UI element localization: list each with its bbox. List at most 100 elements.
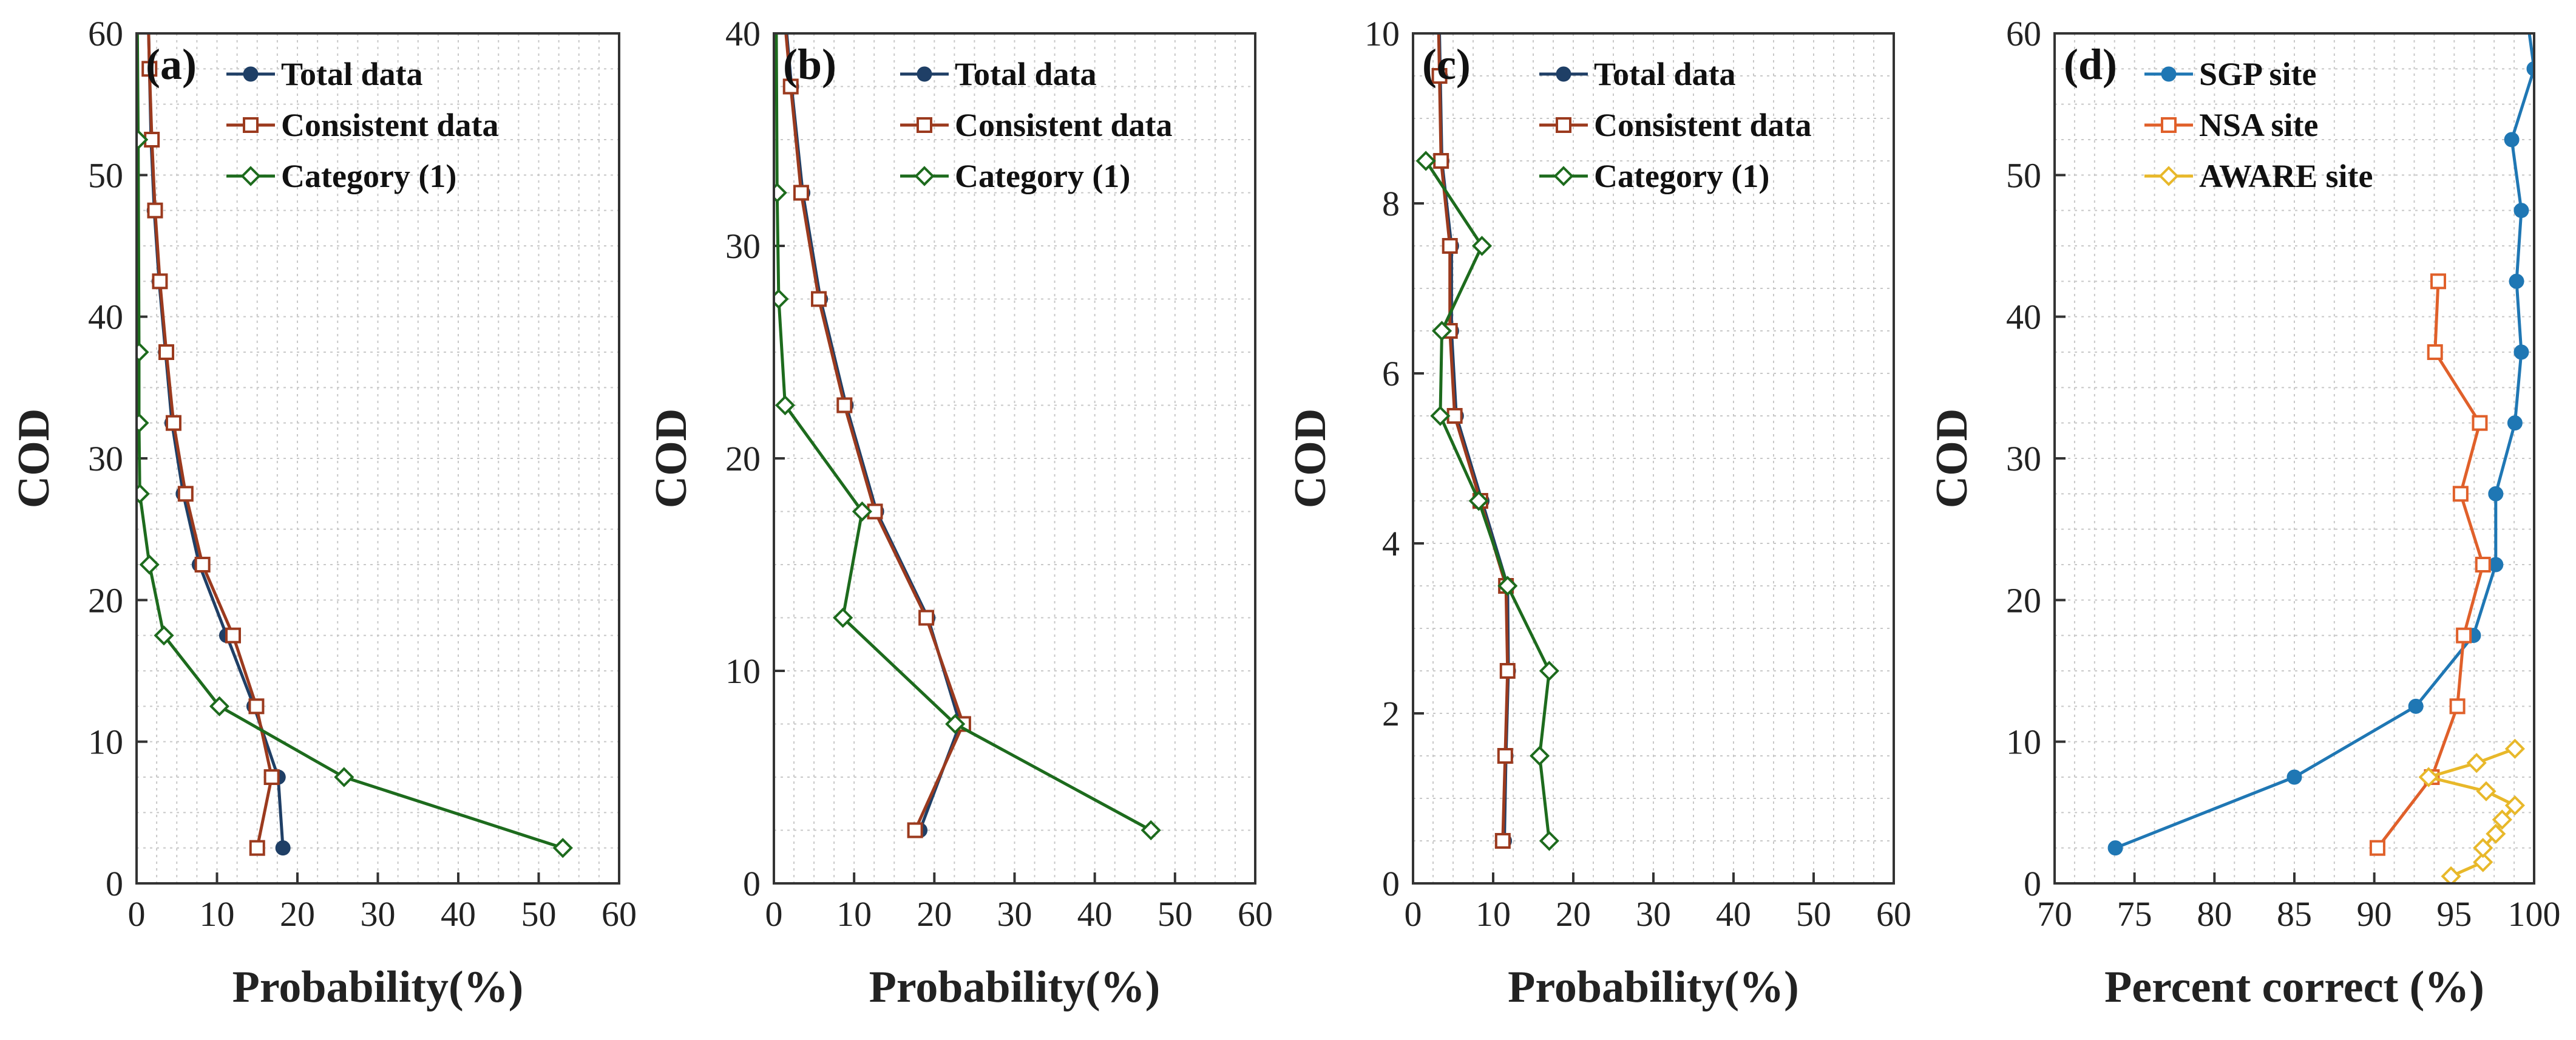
data-point <box>1430 406 1451 426</box>
x-axis-label: Probability(%) <box>1508 962 1799 1012</box>
chart-panel-4: 70 75 80 85 90 95 100 0 10 20 30 40 50 60 Percent corr… <box>1927 14 2561 1012</box>
y-tick-label: 40 <box>2006 297 2041 337</box>
series-line <box>2115 33 2534 849</box>
data-point <box>2507 415 2523 431</box>
data-point <box>1529 746 1550 766</box>
axes: 0 10 20 30 40 50 60 0 10 20 30 40 <box>725 14 1273 934</box>
legend-item-3: Category (1) <box>226 158 456 194</box>
legend-item-2: NSA site <box>2144 107 2319 143</box>
data-point <box>147 202 163 219</box>
legend: Total data Consistent data Category (1) <box>226 56 499 194</box>
data-point <box>137 342 149 362</box>
series-line <box>784 33 965 831</box>
data-point <box>2427 344 2443 360</box>
data-point <box>1497 748 1513 764</box>
x-tick-label: 10 <box>1476 894 1511 934</box>
x-tick-label: 0 <box>765 894 783 934</box>
x-tick-label: 0 <box>128 894 146 934</box>
y-tick-label: 0 <box>1382 864 1400 903</box>
x-axis-label: Probability(%) <box>869 962 1161 1012</box>
legend-item-3: AWARE site <box>2144 158 2373 194</box>
y-tick-label: 40 <box>725 14 761 53</box>
data-point <box>137 413 149 433</box>
data-point <box>165 415 181 431</box>
x-axis-label: Percent correct (%) <box>2104 962 2484 1012</box>
y-axis-label: COD <box>646 409 696 508</box>
legend-item-1: Total data <box>900 56 1097 92</box>
legend-marker <box>917 66 932 82</box>
legend-label: Category (1) <box>955 158 1130 194</box>
data-point <box>2452 486 2469 502</box>
legend-item-1: SGP site <box>2144 56 2317 92</box>
y-tick-label: 0 <box>106 864 123 903</box>
series-3 <box>137 33 573 858</box>
x-tick-label: 10 <box>200 894 235 934</box>
data-point <box>154 625 174 646</box>
legend-marker <box>243 66 259 82</box>
data-point <box>2472 415 2488 431</box>
data-point <box>774 288 789 310</box>
data-point <box>1497 576 1518 596</box>
y-tick-label: 6 <box>1382 354 1400 393</box>
data-point <box>1499 663 1516 679</box>
x-tick-label: 20 <box>280 894 315 934</box>
legend-label: Consistent data <box>281 107 499 143</box>
x-tick-label: 70 <box>2037 894 2072 934</box>
x-tick-label: 50 <box>1158 894 1193 934</box>
chart-panel-3: 0 10 20 30 40 50 60 0 2 4 6 8 10 Probability(%) COD (c)… <box>1286 14 1911 1012</box>
data-point <box>811 291 827 307</box>
grid <box>774 33 1255 883</box>
data-point <box>2441 866 2461 883</box>
y-tick-label: 40 <box>88 297 123 337</box>
y-tick-label: 30 <box>2006 439 2041 478</box>
axes: 70 75 80 85 90 95 100 0 10 20 30 40 50 60 <box>2006 14 2561 934</box>
y-tick-label: 50 <box>2006 155 2041 195</box>
legend-item-3: Category (1) <box>900 158 1130 194</box>
y-axis-label: COD <box>1286 409 1335 508</box>
y-tick-label: 0 <box>743 864 761 903</box>
legend-item-3: Category (1) <box>1539 158 1769 194</box>
series-group <box>774 33 1161 841</box>
y-tick-label: 10 <box>2006 722 2041 762</box>
legend-label: Category (1) <box>281 158 456 194</box>
legend-marker <box>917 117 932 133</box>
series-group <box>1415 33 1559 851</box>
data-point <box>2473 852 2493 872</box>
legend: SGP site NSA site AWARE site <box>2144 56 2373 194</box>
data-point <box>2473 838 2493 858</box>
y-tick-label: 10 <box>88 722 123 762</box>
data-point <box>2286 769 2302 785</box>
data-point <box>275 840 291 856</box>
legend-marker <box>1553 166 1574 186</box>
x-tick-label: 50 <box>1796 894 1831 934</box>
series-line <box>785 33 962 831</box>
data-point <box>1415 151 1436 171</box>
legend-marker <box>914 166 935 186</box>
plot-frame <box>135 32 620 885</box>
y-tick-label: 50 <box>88 155 123 195</box>
x-tick-label: 50 <box>521 894 557 934</box>
data-point <box>836 397 853 413</box>
legend-label: Consistent data <box>955 107 1173 143</box>
x-axis-label: Probability(%) <box>232 962 524 1012</box>
data-point <box>2526 61 2534 76</box>
panel-label: (b) <box>783 40 836 89</box>
legend-marker <box>1556 66 1571 82</box>
data-point <box>263 769 280 785</box>
axes: 0 10 20 30 40 50 60 0 2 4 6 8 10 <box>1364 14 1911 934</box>
data-point <box>137 483 150 504</box>
data-point <box>141 61 158 77</box>
series-1 <box>141 33 291 856</box>
data-point <box>2418 767 2439 787</box>
data-point <box>2475 557 2491 573</box>
y-axis-label: COD <box>9 409 59 508</box>
legend-marker <box>2161 66 2177 82</box>
x-tick-label: 40 <box>1716 894 1751 934</box>
data-point <box>2504 795 2525 816</box>
series-line <box>147 33 285 848</box>
series-3 <box>1415 151 1559 851</box>
x-tick-label: 20 <box>1556 894 1591 934</box>
legend-item-2: Consistent data <box>226 107 499 143</box>
data-point <box>2488 486 2504 501</box>
